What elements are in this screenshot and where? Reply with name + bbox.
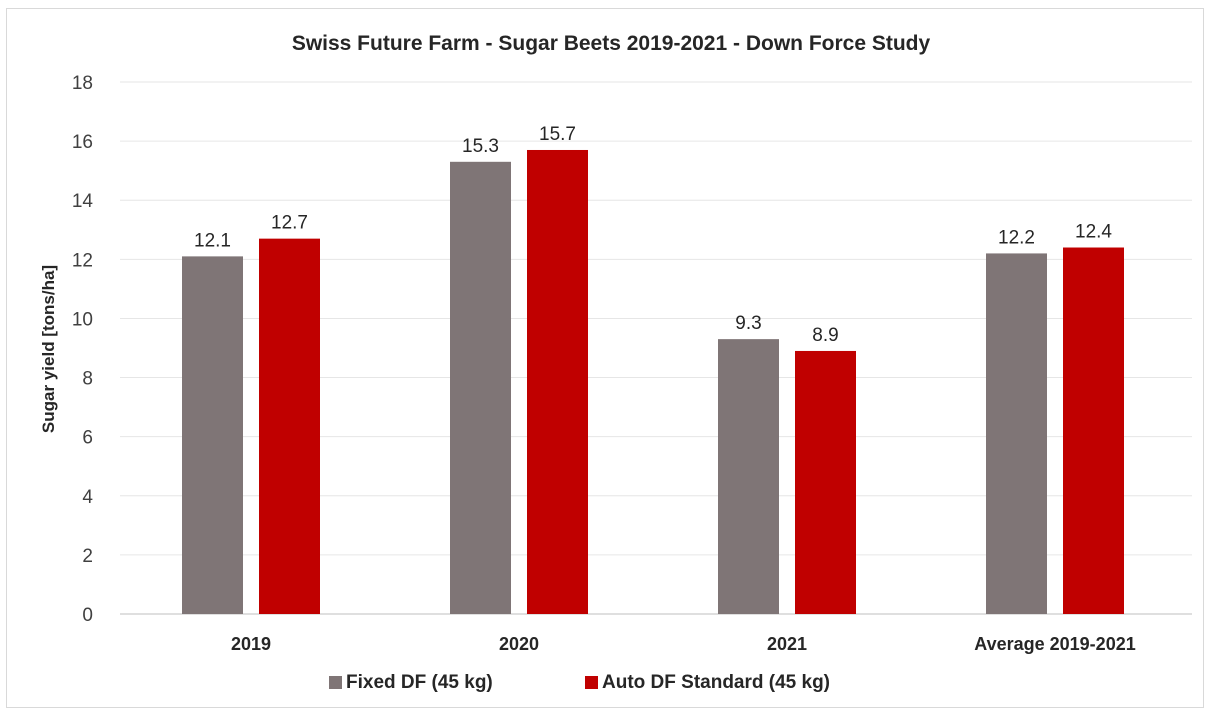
data-label: 15.7 [539,124,576,145]
data-label: 12.7 [271,213,308,234]
bar-2019-series-2 [259,238,320,614]
x-category-label: 2021 [767,634,807,654]
bars [182,149,1124,615]
data-label: 12.2 [998,227,1035,248]
x-category-label: 2020 [499,634,539,654]
y-tick-label: 8 [82,369,93,390]
x-category-label: Average 2019-2021 [974,634,1135,654]
data-label: 9.3 [735,313,761,334]
chart-title: Swiss Future Farm - Sugar Beets 2019-202… [292,32,931,55]
y-axis-ticks: 0 2 4 6 8 10 12 14 16 18 [72,73,94,626]
x-category-label: 2019 [231,634,271,654]
bar-2019-series-1 [182,256,243,614]
y-tick-label: 14 [72,191,94,212]
y-tick-label: 12 [72,250,93,271]
y-tick-label: 18 [72,73,93,94]
data-label: 12.1 [194,230,231,251]
data-labels: 12.1 12.7 15.3 15.7 9.3 8.9 12.2 12.4 [194,124,1112,346]
y-tick-label: 10 [72,309,93,330]
bar-2021-series-1 [718,339,779,614]
y-tick-label: 6 [82,428,93,449]
legend: Fixed DF (45 kg) Auto DF Standard (45 kg) [329,672,830,693]
data-label: 8.9 [812,325,838,346]
x-axis-categories: 2019 2020 2021 Average 2019-2021 [231,634,1136,654]
data-label: 12.4 [1075,222,1112,243]
legend-label-1: Fixed DF (45 kg) [346,672,493,693]
legend-swatch-1 [329,676,342,689]
bar-2020-series-2 [527,149,588,614]
bar-average-2019-2021-series-2 [1063,247,1124,614]
y-tick-label: 0 [82,605,93,626]
y-tick-label: 2 [82,546,93,567]
bar-2021-series-2 [795,350,856,614]
y-tick-label: 4 [82,487,93,508]
bar-2020-series-1 [450,161,511,615]
legend-swatch-2 [585,676,598,689]
legend-label-2: Auto DF Standard (45 kg) [602,672,830,693]
y-tick-label: 16 [72,132,93,153]
bar-average-2019-2021-series-1 [986,253,1047,614]
y-axis-label: Sugar yield [tons/ha] [39,265,58,433]
data-label: 15.3 [462,136,499,157]
